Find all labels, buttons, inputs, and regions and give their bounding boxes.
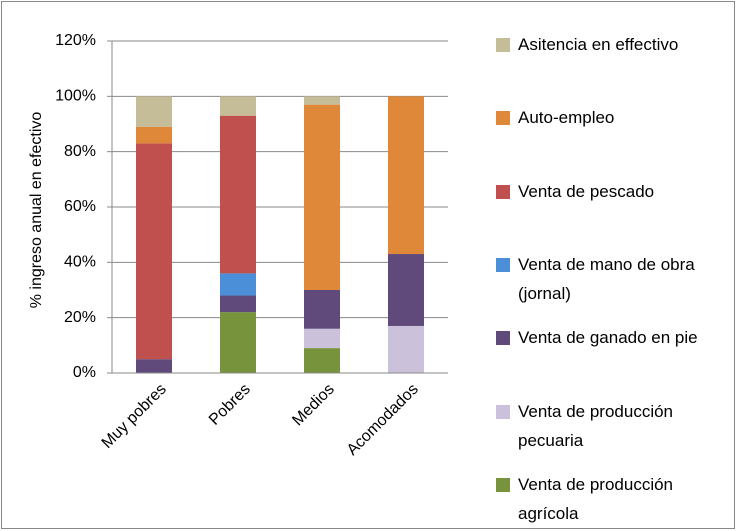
- legend-item: Venta de producción agrícola: [496, 470, 732, 528]
- legend-swatch: [496, 404, 510, 419]
- legend-swatch: [496, 331, 510, 346]
- legend-swatch: [496, 477, 510, 492]
- legend-swatch: [496, 184, 510, 199]
- bar-segment: [220, 273, 256, 296]
- bar-segment: [220, 115, 256, 274]
- legend-label: Asitencia en effectivo: [518, 35, 679, 54]
- bar-segment: [220, 96, 256, 116]
- y-axis-title: % ingreso anual en efectivo: [28, 112, 45, 309]
- bar-segment: [388, 96, 424, 255]
- bar-segment: [304, 96, 340, 105]
- bar-segment: [304, 290, 340, 329]
- y-tick-label: 80%: [64, 143, 96, 160]
- legend-item: Asitencia en effectivo: [496, 30, 732, 59]
- bar-segment: [136, 126, 172, 144]
- legend-item: Venta de pescado: [496, 177, 732, 206]
- bar-segment: [304, 328, 340, 349]
- bar-segment: [136, 143, 172, 360]
- x-tick-label: Pobres: [206, 381, 254, 429]
- legend-item: Venta de ganado en pie: [496, 323, 732, 352]
- bar-segment: [136, 359, 172, 373]
- y-tick-label: 60%: [64, 198, 96, 215]
- bar-segment: [220, 295, 256, 313]
- y-tick-label: 0%: [73, 364, 96, 381]
- legend-label: Venta de pescado: [518, 181, 655, 201]
- y-tick-label: 100%: [55, 88, 96, 105]
- legend-label: Venta de producción agrícola: [518, 474, 674, 523]
- x-tick-label: Medios: [289, 381, 338, 430]
- bar-segment: [388, 254, 424, 326]
- legend-label: Venta de producción pecuaria: [518, 401, 674, 450]
- bar-segment: [388, 325, 424, 373]
- bar-segment: [304, 348, 340, 373]
- legend-label: Venta de mano de obra (jornal): [518, 254, 695, 303]
- x-tick-label: Acomodados: [344, 381, 422, 459]
- y-tick-label: 20%: [64, 309, 96, 326]
- bar-segment: [304, 104, 340, 290]
- legend-swatch: [496, 111, 510, 126]
- legend-swatch: [496, 38, 510, 52]
- y-tick-label: 120%: [55, 32, 96, 49]
- legend-label: Auto-empleo: [518, 108, 615, 128]
- legend-item: Auto-empleo: [496, 103, 732, 132]
- legend-label: Venta de ganado en pie: [518, 328, 698, 348]
- legend-swatch: [496, 257, 510, 272]
- legend-item: Venta de producción pecuaria: [496, 397, 732, 455]
- legend-item: Venta de mano de obra (jornal): [496, 250, 732, 308]
- bar-segment: [220, 312, 256, 373]
- x-tick-label: Muy pobres: [99, 381, 170, 452]
- bar-segment: [136, 96, 172, 127]
- y-tick-label: 40%: [64, 254, 96, 271]
